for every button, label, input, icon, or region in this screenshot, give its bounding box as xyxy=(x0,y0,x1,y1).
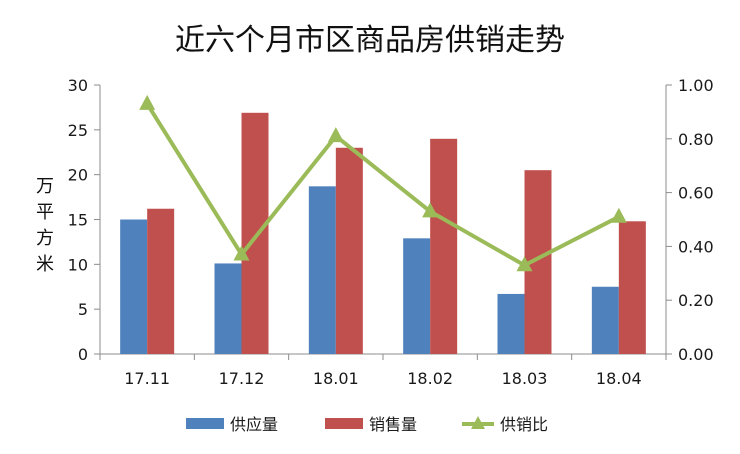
legend-swatch-销售量 xyxy=(325,418,363,429)
y-tick-label: 0 xyxy=(78,345,88,364)
bar-销售量 xyxy=(335,147,363,354)
line-point-供销比 xyxy=(233,245,250,261)
y-tick-label: 10 xyxy=(68,255,88,274)
x-tick-label: 18.02 xyxy=(407,369,453,388)
x-tick-label: 18.01 xyxy=(313,369,359,388)
bars-group xyxy=(120,112,646,355)
bar-销售量 xyxy=(618,221,646,354)
y-axis-label-char: 米 xyxy=(36,254,54,275)
legend-label: 供应量 xyxy=(230,415,278,434)
bar-销售量 xyxy=(241,112,269,355)
line-point-供销比 xyxy=(610,207,627,223)
x-tick-label: 18.04 xyxy=(596,369,642,388)
y2-tick-label: 0.60 xyxy=(678,184,714,203)
axes-group: 0 5 10 15 20 25 30 0.00 0.20 0.40 0.60 0.80 1.00 17.1… xyxy=(36,76,714,388)
bar-销售量 xyxy=(430,138,458,354)
y2-tick-label: 0.80 xyxy=(678,130,714,149)
bar-销售量 xyxy=(147,208,175,354)
y2-tick-label: 0.00 xyxy=(678,345,714,364)
x-tick-label: 17.12 xyxy=(219,369,265,388)
y-tick-label: 30 xyxy=(68,76,88,95)
y2-tick-label: 1.00 xyxy=(678,76,714,95)
bar-供应量 xyxy=(214,263,242,354)
line-point-供销比 xyxy=(327,127,344,143)
y-tick-label: 5 xyxy=(78,300,88,319)
legend-marker-供销比 xyxy=(471,416,485,429)
y-tick-label: 15 xyxy=(68,211,88,230)
y2-tick-label: 0.20 xyxy=(678,291,714,310)
legend-label: 销售量 xyxy=(369,415,417,434)
bar-供应量 xyxy=(591,286,619,354)
bar-供应量 xyxy=(403,238,431,354)
x-tick-label: 17.11 xyxy=(124,369,170,388)
y-tick-label: 25 xyxy=(68,121,88,140)
legend-group: 供应量 销售量 供销比 xyxy=(186,415,548,434)
x-tick-label: 18.03 xyxy=(502,369,548,388)
chart-title: 近六个月市区商品房供销走势 xyxy=(175,23,565,58)
y-axis-label-char: 平 xyxy=(36,202,54,223)
line-point-供销比 xyxy=(139,94,156,110)
y-axis-label-char: 方 xyxy=(36,228,54,249)
y-tick-label: 20 xyxy=(68,166,88,185)
y2-tick-label: 0.40 xyxy=(678,237,714,256)
line-group xyxy=(139,94,627,272)
legend-label: 供销比 xyxy=(500,415,548,434)
bar-供应量 xyxy=(120,219,148,354)
line-point-供销比 xyxy=(422,202,439,218)
legend-swatch-供应量 xyxy=(186,418,224,429)
y-axis-label-char: 万 xyxy=(36,176,54,197)
bar-供应量 xyxy=(497,293,525,354)
line-point-供销比 xyxy=(516,256,533,272)
line-供销比 xyxy=(145,102,620,268)
bar-供应量 xyxy=(308,186,336,354)
